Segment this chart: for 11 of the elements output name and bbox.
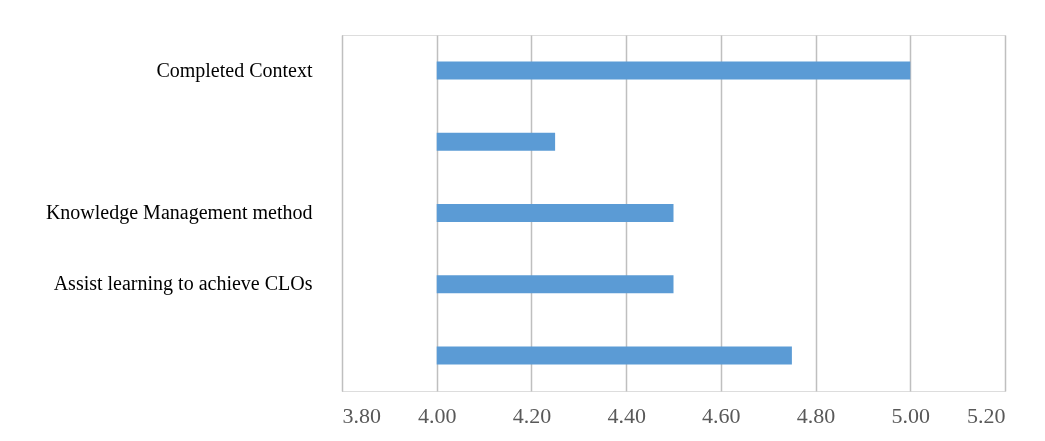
y-tick-label: Completed Context (156, 58, 313, 82)
x-tick-label: 4.20 (512, 402, 552, 428)
x-tick-label: 4.40 (607, 402, 646, 428)
y-tick-label: Assist learning to achieve CLOs (53, 272, 313, 296)
x-tick-label: 4.00 (417, 402, 457, 428)
x-tick-label: 5.00 (891, 402, 931, 428)
y-tick-label: Knowledge Management method (45, 201, 313, 224)
x-tick-label: 4.60 (702, 402, 741, 428)
x-tick-label: 3.80 (342, 402, 381, 428)
x-tick-label: 4.80 (796, 402, 836, 428)
x-tick-label: 5.20 (967, 402, 1006, 428)
